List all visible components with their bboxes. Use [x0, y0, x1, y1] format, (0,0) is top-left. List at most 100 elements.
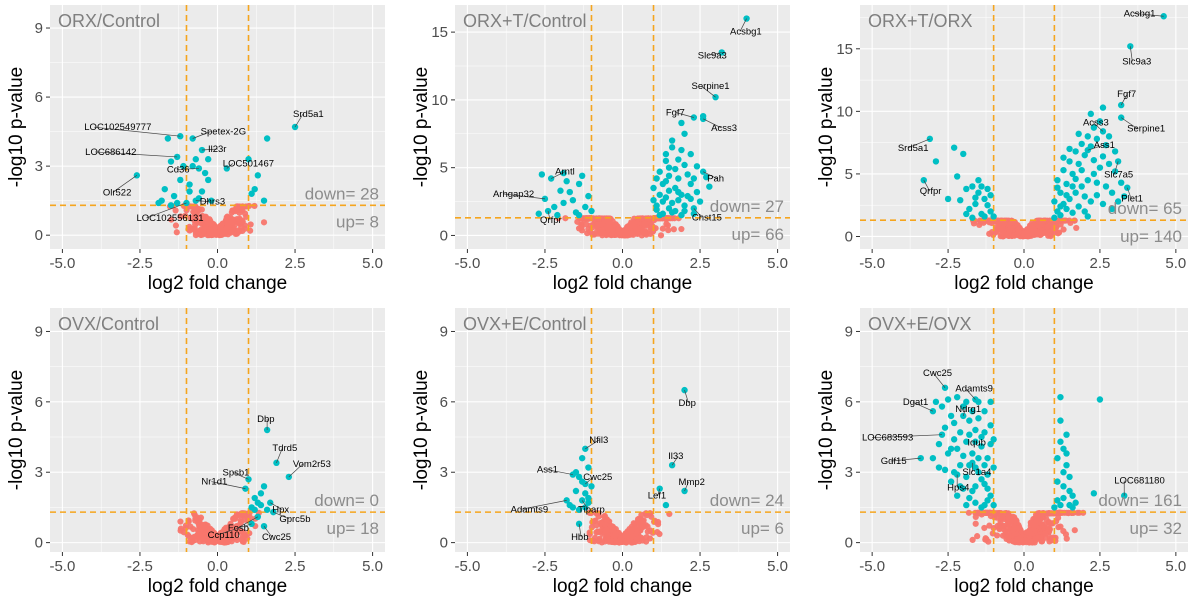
- gene-label: Spsb1: [223, 467, 250, 478]
- gene-leader-line: [217, 523, 252, 536]
- significant-point: [569, 197, 577, 204]
- nonsignificant-point: [236, 228, 243, 235]
- gene-label: Qrfpr: [540, 215, 562, 226]
- significant-point: [696, 198, 704, 205]
- significant-point: [180, 162, 187, 170]
- significant-point: [950, 144, 958, 151]
- significant-point: [1075, 130, 1082, 138]
- nonsignificant-point: [190, 525, 197, 533]
- significant-point: [251, 185, 258, 193]
- y-tick-label: 6: [35, 89, 43, 106]
- significant-point: [1066, 487, 1073, 495]
- nonsignificant-point: [1015, 226, 1022, 233]
- nonsignificant-point: [1048, 537, 1055, 544]
- nonsignificant-point: [1005, 515, 1012, 522]
- significant-point: [969, 183, 976, 190]
- significant-point: [1057, 417, 1064, 424]
- significant-point: [578, 478, 586, 485]
- x-tick-label: -2.5: [127, 558, 153, 575]
- significant-point: [953, 393, 961, 401]
- nonsignificant-point: [1035, 218, 1042, 225]
- significant-point: [665, 187, 673, 194]
- gene-leader-line: [288, 463, 304, 478]
- significant-point: [932, 398, 940, 406]
- down-count: down= 0: [314, 491, 379, 510]
- gene-label: Acss3: [711, 123, 737, 134]
- significant-point: [1069, 183, 1076, 190]
- gene-label: Dhrs3: [200, 197, 225, 208]
- significant-point: [588, 483, 595, 490]
- nonsignificant-point: [1042, 530, 1049, 537]
- nonsignificant-point: [195, 230, 202, 238]
- y-axis-title: -log10 p-value: [411, 67, 432, 187]
- significant-point: [1051, 504, 1058, 511]
- significant-point: [953, 173, 961, 180]
- nonsignificant-point: [1026, 527, 1033, 534]
- nonsignificant-point: [603, 526, 610, 533]
- gene-label: Nfil3: [589, 435, 608, 446]
- significant-point: [164, 135, 172, 142]
- significant-point: [251, 506, 258, 513]
- x-axis-title: log2 fold change: [954, 273, 1093, 294]
- significant-point: [975, 469, 982, 476]
- nonsignificant-point: [230, 216, 237, 223]
- nonsignificant-point: [205, 220, 212, 227]
- significant-point: [177, 176, 184, 184]
- y-tick-label: 9: [440, 323, 448, 340]
- significant-point: [656, 485, 663, 492]
- nonsignificant-point: [635, 517, 642, 525]
- gene-leader-line: [684, 390, 689, 404]
- significant-point: [947, 478, 955, 485]
- nonsignificant-point: [597, 221, 605, 228]
- gene-leader-line: [871, 434, 943, 439]
- significant-point: [668, 137, 676, 144]
- significant-point: [978, 183, 985, 190]
- nonsignificant-point: [184, 531, 191, 538]
- gene-leader-line: [547, 210, 551, 221]
- nonsignificant-point: [173, 229, 180, 236]
- significant-point: [668, 144, 676, 151]
- significant-point: [170, 192, 178, 200]
- significant-point: [706, 183, 713, 190]
- significant-point: [1057, 501, 1064, 509]
- nonsignificant-point: [233, 529, 240, 537]
- significant-point: [1066, 473, 1073, 481]
- nonsignificant-point: [192, 204, 199, 211]
- significant-point: [1087, 143, 1095, 150]
- significant-point: [981, 195, 988, 203]
- gene-label: Plet1: [1121, 194, 1143, 205]
- gene-label: Acsbg1: [730, 27, 762, 38]
- y-axis-title: -log10 p-value: [816, 67, 837, 187]
- gene-leader-line: [546, 469, 573, 475]
- significant-point: [984, 202, 991, 209]
- gene-label: Arntl: [555, 167, 575, 178]
- gene-label: Cwc25: [262, 532, 291, 543]
- gene-label: Il33: [668, 451, 683, 462]
- nonsignificant-point: [1002, 231, 1009, 239]
- significant-point: [1096, 164, 1104, 171]
- x-tick-label: 5.0: [1165, 255, 1186, 272]
- x-tick-label: -5.0: [859, 255, 885, 272]
- nonsignificant-point: [223, 225, 230, 233]
- x-tick-label: -2.5: [127, 255, 153, 272]
- gene-label: Qrfpr: [920, 186, 942, 197]
- nonsignificant-point: [227, 520, 234, 527]
- significant-point: [960, 150, 967, 158]
- up-count: up= 18: [327, 519, 379, 538]
- significant-point: [1099, 104, 1107, 111]
- nonsignificant-point: [1060, 527, 1067, 535]
- significant-point: [1060, 469, 1067, 476]
- nonsignificant-point: [208, 231, 215, 239]
- nonsignificant-point: [969, 536, 976, 543]
- significant-point: [662, 150, 670, 158]
- significant-point: [675, 156, 682, 163]
- y-axis-title: -log10 p-value: [6, 67, 27, 187]
- significant-point: [984, 454, 991, 462]
- nonsignificant-point: [1011, 525, 1018, 532]
- significant-point: [1081, 151, 1088, 159]
- nonsignificant-point: [604, 536, 611, 543]
- nonsignificant-point: [236, 219, 243, 227]
- gene-label: Hpx: [272, 505, 289, 516]
- gene-label: Slc1a4: [962, 467, 991, 478]
- significant-point: [662, 501, 670, 509]
